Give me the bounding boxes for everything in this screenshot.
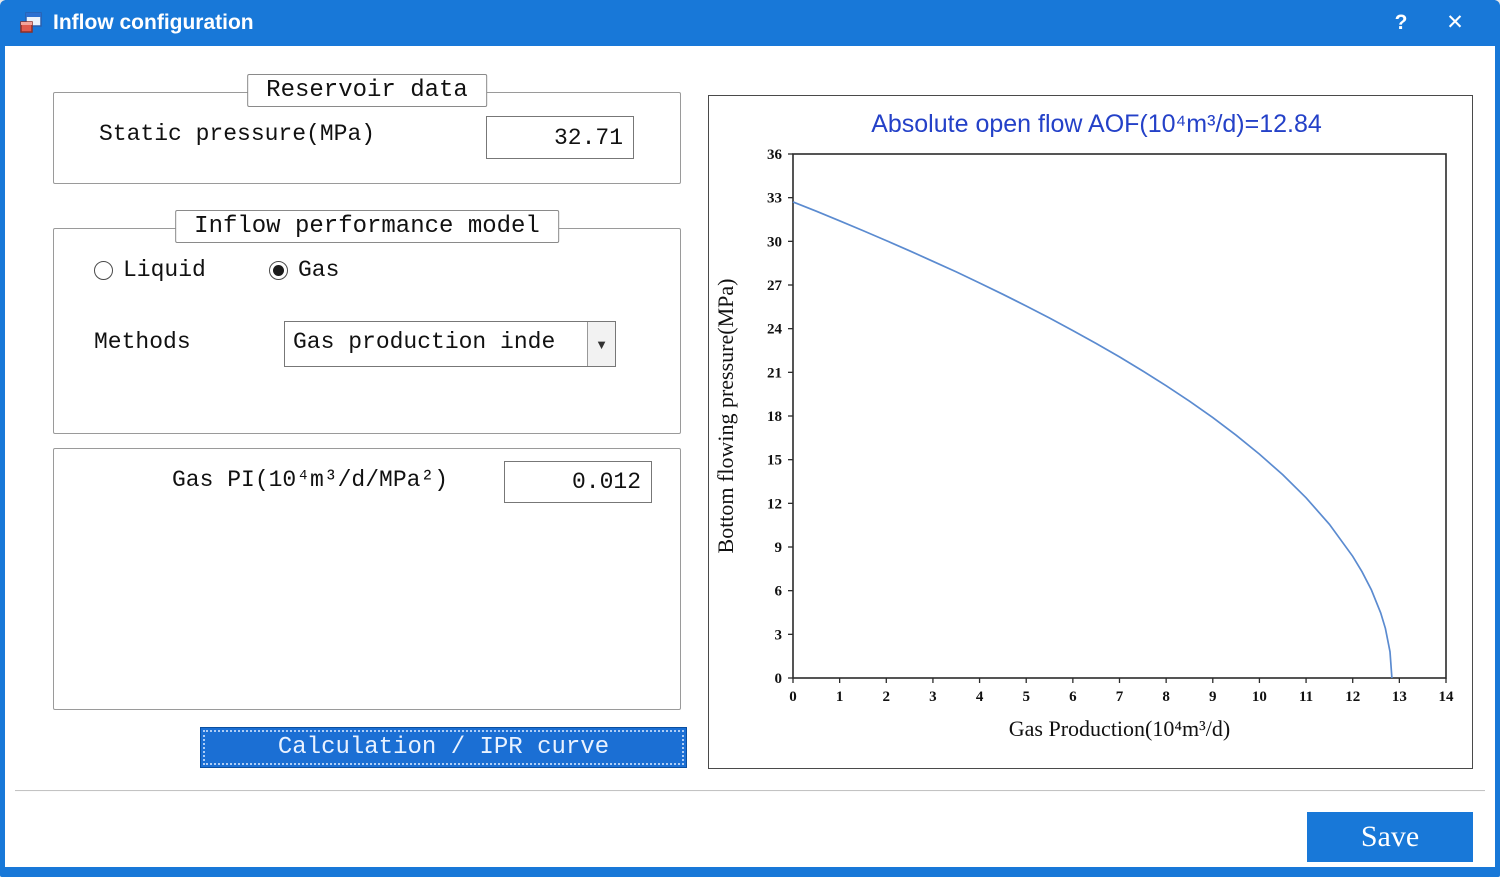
gas-pi-input[interactable]: [504, 461, 652, 503]
close-button[interactable]: ✕: [1446, 11, 1464, 34]
svg-text:24: 24: [767, 322, 783, 338]
svg-text:12: 12: [767, 496, 782, 512]
ipr-chart-panel: 0 1 2 3 4 5 6 7 8 9 10 11 12 13 14 0 3 6 9 12 15 18 21 24 27 30 33…: [708, 95, 1473, 769]
svg-text:3: 3: [929, 689, 937, 705]
gas-pi-group: Gas PI(10⁴m³/d/MPa²): [53, 448, 681, 710]
svg-text:9: 9: [1209, 689, 1217, 705]
svg-text:8: 8: [1162, 689, 1170, 705]
svg-text:14: 14: [1439, 689, 1455, 705]
app-icon: [19, 11, 43, 35]
svg-text:36: 36: [767, 147, 783, 163]
static-pressure-input[interactable]: [486, 116, 634, 159]
svg-text:7: 7: [1116, 689, 1124, 705]
svg-text:10: 10: [1252, 689, 1267, 705]
svg-text:30: 30: [767, 234, 782, 250]
inflow-performance-model-legend: Inflow performance model: [175, 210, 559, 243]
svg-text:33: 33: [767, 191, 782, 207]
window-body: Inflow configuration ? ✕ Reservoir data …: [5, 0, 1495, 867]
svg-text:6: 6: [775, 584, 783, 600]
svg-text:12: 12: [1345, 689, 1360, 705]
svg-text:15: 15: [767, 453, 782, 469]
gas-radio-label: Gas: [298, 257, 340, 283]
help-button[interactable]: ?: [1394, 11, 1408, 34]
gas-pi-label: Gas PI(10⁴m³/d/MPa²): [172, 467, 449, 493]
liquid-radio[interactable]: Liquid: [94, 257, 206, 283]
svg-text:Gas Production(10⁴m³/d): Gas Production(10⁴m³/d): [1009, 716, 1230, 741]
methods-dropdown[interactable]: Gas production inde ▼: [284, 321, 616, 367]
methods-dropdown-value: Gas production inde: [293, 329, 556, 355]
title-bar: Inflow configuration ? ✕: [5, 0, 1495, 46]
static-pressure-label: Static pressure(MPa): [99, 121, 376, 147]
reservoir-data-legend: Reservoir data: [247, 74, 487, 107]
svg-text:Absolute open flow AOF(10⁴m³/d: Absolute open flow AOF(10⁴m³/d)=12.84: [871, 110, 1322, 138]
svg-text:1: 1: [836, 689, 844, 705]
gas-radio-circle: [269, 260, 288, 280]
svg-text:0: 0: [789, 689, 797, 705]
footer-divider: [15, 790, 1485, 792]
svg-text:4: 4: [976, 689, 984, 705]
ipr-chart-svg: 0 1 2 3 4 5 6 7 8 9 10 11 12 13 1403691215182124273033…: [713, 110, 1455, 741]
inflow-performance-model-group: Inflow performance model Liquid Gas Meth…: [53, 210, 681, 434]
svg-text:18: 18: [767, 409, 782, 425]
liquid-radio-label: Liquid: [123, 257, 206, 283]
svg-text:11: 11: [1299, 689, 1313, 705]
svg-text:3: 3: [775, 627, 783, 643]
svg-text:Bottom flowing pressure(MPa): Bottom flowing pressure(MPa): [713, 279, 738, 554]
svg-text:27: 27: [767, 278, 783, 294]
svg-text:21: 21: [767, 365, 782, 381]
calculation-ipr-curve-button[interactable]: Calculation / IPR curve: [200, 727, 687, 768]
svg-text:9: 9: [775, 540, 783, 556]
reservoir-data-group: Reservoir data Static pressure(MPa): [53, 74, 681, 184]
gas-radio[interactable]: Gas: [269, 257, 339, 283]
save-button[interactable]: Save: [1307, 812, 1473, 862]
window-title: Inflow configuration: [53, 11, 254, 34]
liquid-radio-circle: [94, 260, 113, 280]
svg-text:13: 13: [1392, 689, 1407, 705]
svg-text:2: 2: [883, 689, 891, 705]
svg-text:6: 6: [1069, 689, 1077, 705]
chevron-down-icon[interactable]: ▼: [587, 322, 615, 366]
svg-text:0: 0: [775, 671, 783, 687]
methods-label: Methods: [94, 329, 191, 355]
svg-text:5: 5: [1022, 689, 1030, 705]
